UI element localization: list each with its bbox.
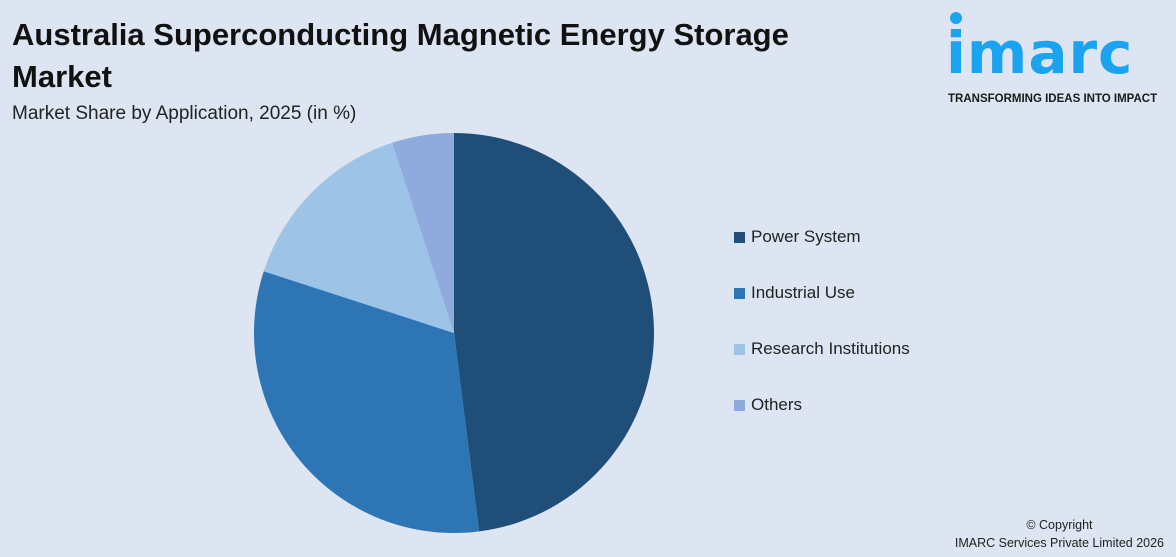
legend-label: Industrial Use (751, 283, 855, 302)
copyright-label: © Copyright (1026, 518, 1093, 532)
legend-swatch (734, 231, 745, 243)
legend-swatch (734, 343, 745, 355)
pie-slice-research-institutions (263, 142, 454, 333)
imarc-logo: imarc TRANSFORMING IDEAS INTO IMPACT (946, 10, 1172, 110)
chart-subtitle: Market Share by Application, 2025 (in %) (12, 103, 357, 124)
pie-slice-others (392, 133, 454, 333)
logo-tagline: TRANSFORMING IDEAS INTO IMPACT (948, 93, 1158, 105)
copyright-company: IMARC Services Private Limited 2026 (954, 536, 1164, 550)
logo-wordmark: imarc (946, 19, 1134, 87)
pie-slice-industrial-use (254, 271, 480, 533)
pie-slice-power-system (454, 133, 654, 532)
copyright-notice: © Copyright IMARC Services Private Limit… (955, 516, 1164, 552)
chart-title: Australia Superconducting Magnetic Energ… (12, 17, 789, 94)
legend-label: Power System (751, 227, 861, 246)
legend-item: Research Institutions (734, 321, 910, 377)
legend: Power System Industrial Use Research Insti… (734, 209, 910, 433)
legend-swatch (734, 287, 745, 299)
legend-swatch (734, 399, 745, 411)
legend-item: Industrial Use (734, 265, 910, 321)
legend-item: Others (734, 377, 910, 433)
logo-dot (950, 12, 962, 24)
legend-item: Power System (734, 209, 910, 265)
legend-label: Research Institutions (751, 339, 910, 358)
legend-label: Others (751, 395, 803, 414)
